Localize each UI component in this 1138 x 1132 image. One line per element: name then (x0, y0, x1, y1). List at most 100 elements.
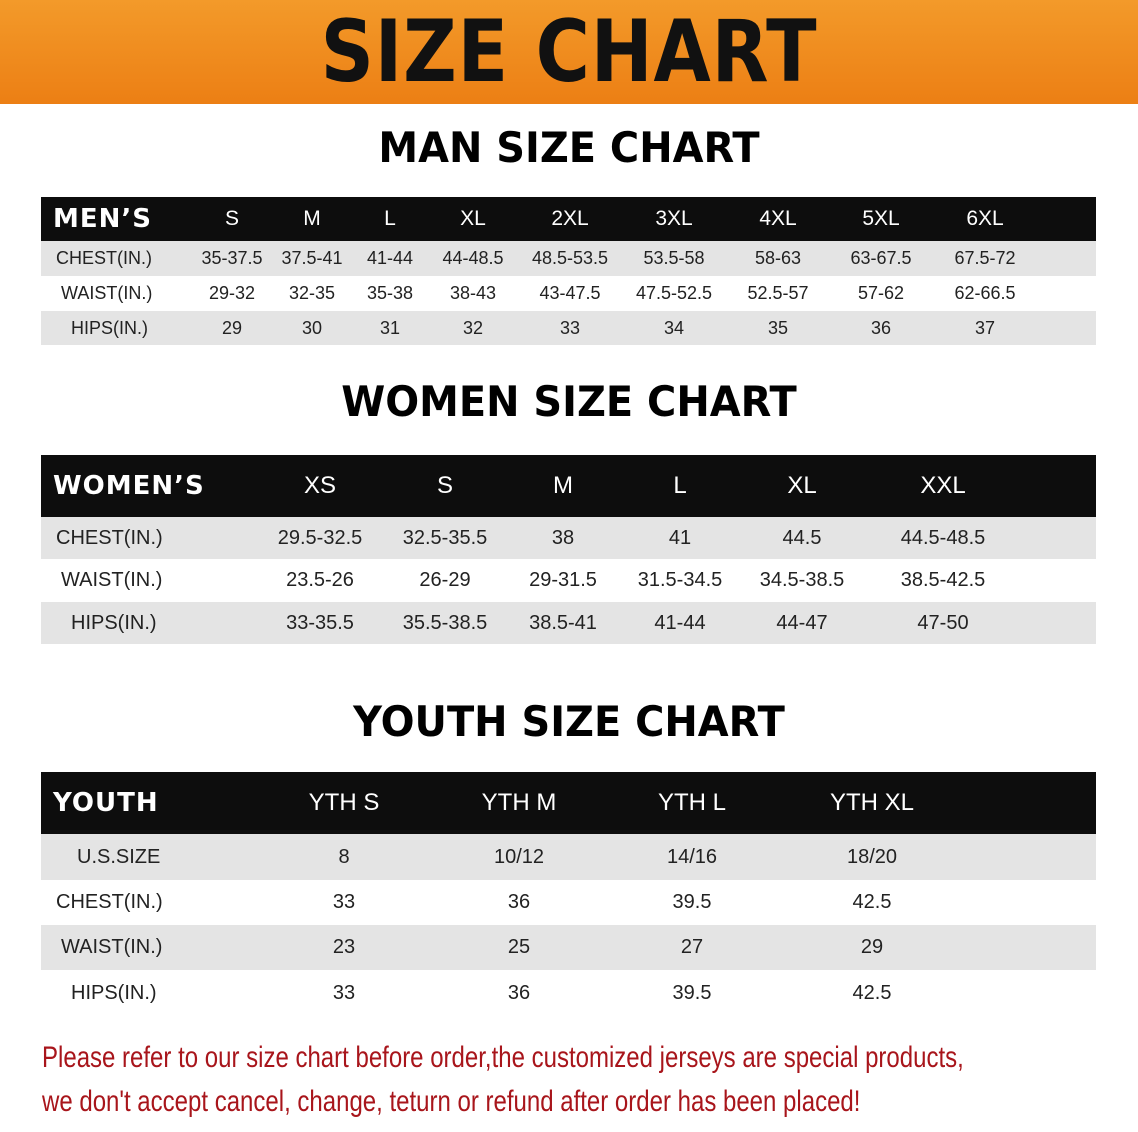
size-header-2xl: 2XL (551, 207, 589, 230)
table-cell: 26-29 (419, 569, 471, 591)
table-cell: 14/16 (666, 845, 718, 868)
policy-note-line-1: Please refer to our size chart before or… (42, 1041, 964, 1074)
table-cell: 29-32 (208, 283, 256, 303)
table-cell: 44-48.5 (442, 248, 504, 268)
table-cell: 37.5-41 (281, 248, 343, 268)
table-cell: 42.5 (852, 981, 892, 1004)
size-header-yth-s: YTH S (308, 789, 380, 816)
table-cell: 29 (860, 936, 884, 958)
table-cell: 67.5-72 (954, 248, 1016, 268)
row-label: CHEST(IN.) (56, 526, 163, 549)
table-cell: 37 (974, 317, 996, 338)
table-cell: 47-50 (917, 611, 969, 634)
table-header-row: MEN’S S M L XL 2XL 3XL 4XL 5XL 6XL (41, 197, 1096, 241)
row-label: WAIST(IN.) (61, 936, 163, 958)
policy-note-line-2: we don't accept cancel, change, teturn o… (42, 1085, 861, 1118)
table-cell: 35-37.5 (201, 248, 263, 268)
size-header-s: S (436, 472, 454, 499)
table-cell: 52.5-57 (747, 283, 809, 303)
table-row: HIPS(IN.) 33 36 39.5 42.5 (41, 970, 1096, 1016)
table-cell: 31 (379, 317, 401, 338)
men-section-title: MAN SIZE CHART (378, 123, 760, 172)
table-cell: 34.5-38.5 (759, 569, 845, 591)
table-row: CHEST(IN.) 35-37.5 37.5-41 41-44 44-48.5 48.5… (41, 241, 1096, 276)
table-cell: 29 (221, 317, 243, 338)
table-header-row: WOMEN’S XS S M L XL XXL (41, 455, 1096, 517)
table-cell: 44.5 (782, 526, 822, 549)
row-label: WAIST(IN.) (61, 569, 163, 591)
row-label: WAIST(IN.) (61, 283, 153, 303)
table-row: HIPS(IN.) 33-35.5 35.5-38.5 38.5-41 41-44 44-… (41, 602, 1096, 644)
youth-section-title: YOUTH SIZE CHART (353, 697, 785, 746)
size-header-5xl: 5XL (862, 207, 900, 230)
table-cell: 8 (338, 845, 350, 868)
row-label: CHEST(IN.) (56, 891, 163, 913)
table-row: U.S.SIZE 8 10/12 14/16 18/20 (41, 834, 1096, 880)
table-row: WAIST(IN.) 29-32 32-35 35-38 38-43 43-47.5 47.… (41, 276, 1096, 311)
table-cell: 32.5-35.5 (402, 526, 488, 549)
table-cell: 38-43 (449, 283, 497, 303)
table-cell: 35.5-38.5 (402, 611, 488, 634)
table-cell: 39.5 (672, 891, 712, 913)
table-cell: 27 (680, 936, 704, 958)
table-cell: 35-38 (366, 283, 414, 303)
table-cell: 53.5-58 (643, 248, 705, 268)
table-cell: 31.5-34.5 (637, 569, 723, 591)
table-row: WAIST(IN.) 23 25 27 29 (41, 925, 1096, 970)
table-cell: 29.5-32.5 (277, 526, 363, 549)
size-header-xs: XS (303, 472, 337, 499)
table-cell: 33 (332, 891, 356, 913)
size-header-xl: XL (460, 207, 486, 230)
row-label: U.S.SIZE (77, 845, 161, 868)
youth-size-table: YOUTH YTH S YTH M YTH L YTH XL U.S.SIZE 8 10/12… (41, 772, 1096, 1016)
table-cell: 32 (462, 317, 484, 338)
table-cell: 36 (870, 317, 892, 338)
table-cell: 33 (559, 317, 581, 338)
table-cell: 38 (551, 526, 575, 549)
table-cell: 35 (767, 317, 789, 338)
header-label: WOMEN’S (53, 471, 205, 501)
table-cell: 38.5-41 (529, 611, 597, 634)
banner-title: SIZE CHART (320, 2, 818, 102)
table-row: CHEST(IN.) 29.5-32.5 32.5-35.5 38 41 44.5 44.5… (41, 517, 1096, 559)
table-cell: 62-66.5 (954, 283, 1016, 303)
table-cell: 33-35.5 (286, 611, 354, 634)
table-cell: 25 (507, 936, 531, 958)
size-header-yth-l: YTH L (657, 789, 727, 816)
women-section-title: WOMEN SIZE CHART (341, 377, 797, 426)
row-label: HIPS(IN.) (71, 611, 157, 634)
size-header-xl: XL (787, 472, 817, 499)
table-cell: 44.5-48.5 (900, 526, 986, 549)
table-cell: 41 (668, 526, 692, 549)
table-cell: 30 (301, 317, 323, 338)
table-row: WAIST(IN.) 23.5-26 26-29 29-31.5 31.5-34.5 34… (41, 559, 1096, 602)
men-size-table: MEN’S S M L XL 2XL 3XL 4XL 5XL 6XL CHEST(IN.) 35-37… (41, 197, 1096, 345)
table-cell: 57-62 (857, 283, 905, 303)
row-label: HIPS(IN.) (71, 981, 157, 1004)
table-cell: 34 (663, 317, 685, 338)
size-header-l: L (673, 472, 687, 499)
table-cell: 47.5-52.5 (635, 283, 713, 303)
table-row: CHEST(IN.) 33 36 39.5 42.5 (41, 880, 1096, 925)
table-cell: 23 (332, 936, 356, 958)
size-header-yth-m: YTH M (481, 789, 557, 816)
row-label: CHEST(IN.) (56, 248, 152, 268)
size-header-3xl: 3XL (655, 207, 693, 230)
table-cell: 38.5-42.5 (900, 569, 986, 591)
size-header-s: S (224, 207, 240, 230)
women-size-table: WOMEN’S XS S M L XL XXL CHEST(IN.) 29.5-32.5 32.5… (41, 455, 1096, 644)
size-header-4xl: 4XL (759, 207, 797, 230)
size-header-l: L (384, 207, 396, 230)
table-cell: 43-47.5 (539, 283, 601, 303)
size-header-6xl: 6XL (966, 207, 1004, 230)
size-header-m: M (553, 472, 573, 499)
table-cell: 36 (507, 891, 531, 913)
table-row: HIPS(IN.) 29 30 31 32 33 34 35 36 37 (41, 311, 1096, 345)
header-label: MEN’S (53, 204, 152, 234)
row-label: HIPS(IN.) (71, 317, 149, 338)
table-cell: 36 (507, 981, 531, 1004)
header-label: YOUTH (53, 788, 159, 818)
table-cell: 63-67.5 (850, 248, 912, 268)
size-header-xxl: XXL (920, 472, 966, 499)
size-header-yth-xl: YTH XL (829, 789, 915, 816)
